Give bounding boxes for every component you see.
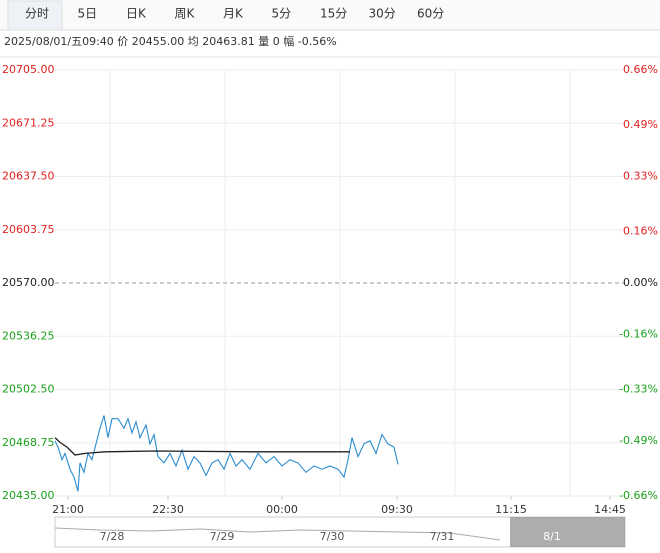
y2-tick-label: 0.16%: [623, 224, 658, 237]
tab[interactable]: 月K: [223, 7, 244, 21]
navigator-label: 7/31: [430, 530, 455, 543]
y2-tick-label: 0.00%: [623, 276, 658, 289]
y2-tick-label: -0.49%: [619, 434, 658, 447]
y2-tick-label: 0.33%: [623, 170, 658, 183]
y-tick-label: 20671.25: [2, 116, 55, 129]
tab[interactable]: 5日: [78, 7, 98, 21]
y-tick-label: 20705.00: [2, 63, 55, 76]
tab[interactable]: 分时: [25, 7, 49, 21]
y-tick-label: 20637.50: [2, 170, 55, 183]
y-tick-label: 20536.25: [2, 329, 55, 342]
y2-tick-label: -0.66%: [619, 489, 658, 502]
navigator-window[interactable]: [510, 517, 625, 547]
y2-tick-label: -0.16%: [619, 328, 658, 341]
navigator-label: 7/29: [210, 530, 235, 543]
navigator-label: 7/28: [100, 530, 125, 543]
tab[interactable]: 15分: [320, 7, 347, 21]
price-line: [54, 415, 399, 492]
tab[interactable]: 周K: [175, 7, 196, 21]
tab[interactable]: 日K: [126, 7, 147, 21]
tab[interactable]: 60分: [417, 7, 444, 21]
y-tick-label: 20468.75: [2, 436, 55, 449]
x-tick-label: 14:45: [594, 503, 626, 516]
tab-active[interactable]: [7, 0, 63, 31]
y2-tick-label: 0.49%: [623, 118, 658, 131]
y2-tick-label: 0.66%: [623, 63, 658, 76]
y-tick-label: 20603.75: [2, 223, 55, 236]
info-line: 2025/08/01/五09:40 价 20455.00 均 20463.81 …: [4, 35, 337, 48]
x-tick-label: 21:00: [52, 503, 84, 516]
tab-bar: [0, 0, 660, 30]
v-grid: [109, 70, 571, 496]
x-tick-label: 09:30: [381, 503, 413, 516]
tab[interactable]: 5分: [272, 7, 292, 21]
y-tick-label: 20570.00: [2, 276, 55, 289]
navigator-line: [54, 527, 501, 541]
y2-tick-label: -0.33%: [619, 383, 658, 396]
x-tick-label: 00:00: [266, 503, 298, 516]
navigator-label: 7/30: [320, 530, 345, 543]
x-tick-label: 11:15: [495, 503, 527, 516]
x-tick-label: 22:30: [152, 503, 184, 516]
y-tick-label: 20435.00: [2, 489, 55, 502]
average-line: [54, 437, 350, 456]
tab[interactable]: 30分: [369, 7, 396, 21]
navigator-label: 8/1: [543, 530, 561, 543]
y-tick-label: 20502.50: [2, 383, 55, 396]
